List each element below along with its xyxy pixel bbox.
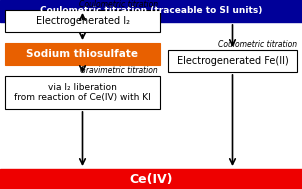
Text: Ce(IV): Ce(IV) xyxy=(129,173,173,185)
Text: Electrogenerated Fe(II): Electrogenerated Fe(II) xyxy=(177,56,288,66)
Bar xyxy=(0,169,302,189)
Bar xyxy=(168,50,297,72)
Bar xyxy=(5,43,160,65)
Text: Gravimetric titration: Gravimetric titration xyxy=(80,66,158,75)
Text: Coulometric titration: Coulometric titration xyxy=(79,0,158,9)
Text: Electrogenerated I₂: Electrogenerated I₂ xyxy=(36,16,130,26)
Text: via I₂ liberation
from reaction of Ce(IV) with KI: via I₂ liberation from reaction of Ce(IV… xyxy=(14,83,151,102)
Bar xyxy=(0,0,302,22)
Bar xyxy=(5,10,160,32)
Text: Coulometric titration: Coulometric titration xyxy=(218,40,297,49)
Text: Sodium thiosulfate: Sodium thiosulfate xyxy=(27,49,139,59)
Bar xyxy=(5,76,160,109)
Text: Coulometric titration (traceable to SI units): Coulometric titration (traceable to SI u… xyxy=(40,6,262,15)
